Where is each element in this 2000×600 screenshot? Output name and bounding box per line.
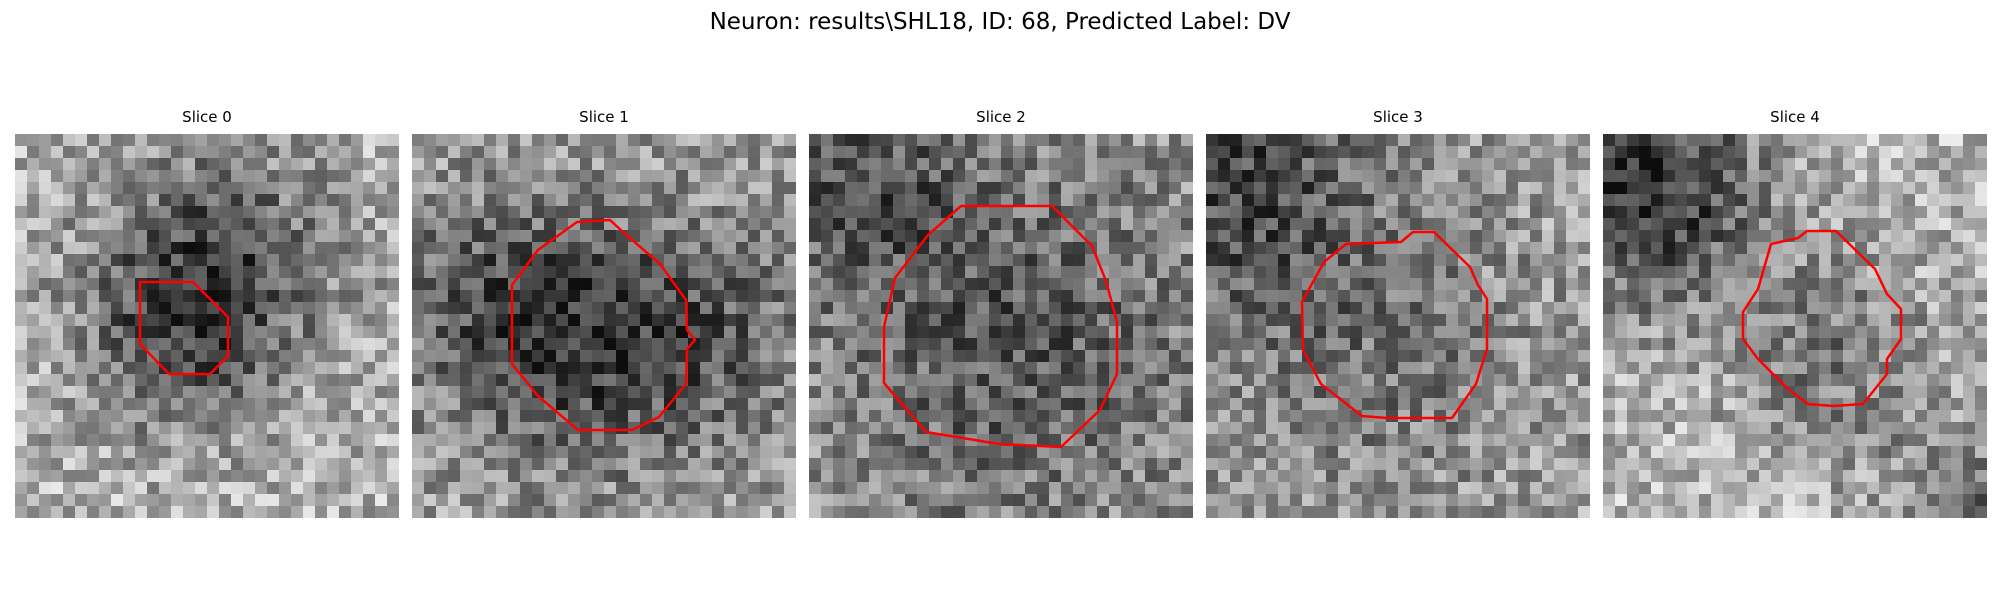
slice-title-4: Slice 4 — [1770, 108, 1820, 126]
roi-contour-4 — [1741, 229, 1903, 408]
slice-title-3: Slice 3 — [1373, 108, 1423, 126]
slice-image-0 — [15, 134, 399, 518]
slice-title-1: Slice 1 — [579, 108, 629, 126]
figure-title: Neuron: results\SHL18, ID: 68, Predicted… — [709, 9, 1291, 35]
slice-image-1 — [412, 134, 796, 518]
slice-title-0: Slice 0 — [182, 108, 232, 126]
roi-contour-3 — [1300, 230, 1489, 420]
grayscale-slice-0 — [15, 134, 399, 518]
roi-contour-0 — [138, 280, 230, 376]
grayscale-slice-3 — [1206, 134, 1590, 518]
roi-contour-1 — [510, 218, 697, 432]
grayscale-slice-2 — [809, 134, 1193, 518]
slice-title-2: Slice 2 — [976, 108, 1026, 126]
grayscale-slice-4 — [1603, 134, 1987, 518]
slice-image-3 — [1206, 134, 1590, 518]
slice-image-2 — [809, 134, 1193, 518]
slice-image-4 — [1603, 134, 1987, 518]
grayscale-slice-1 — [412, 134, 796, 518]
roi-contour-2 — [882, 204, 1119, 449]
